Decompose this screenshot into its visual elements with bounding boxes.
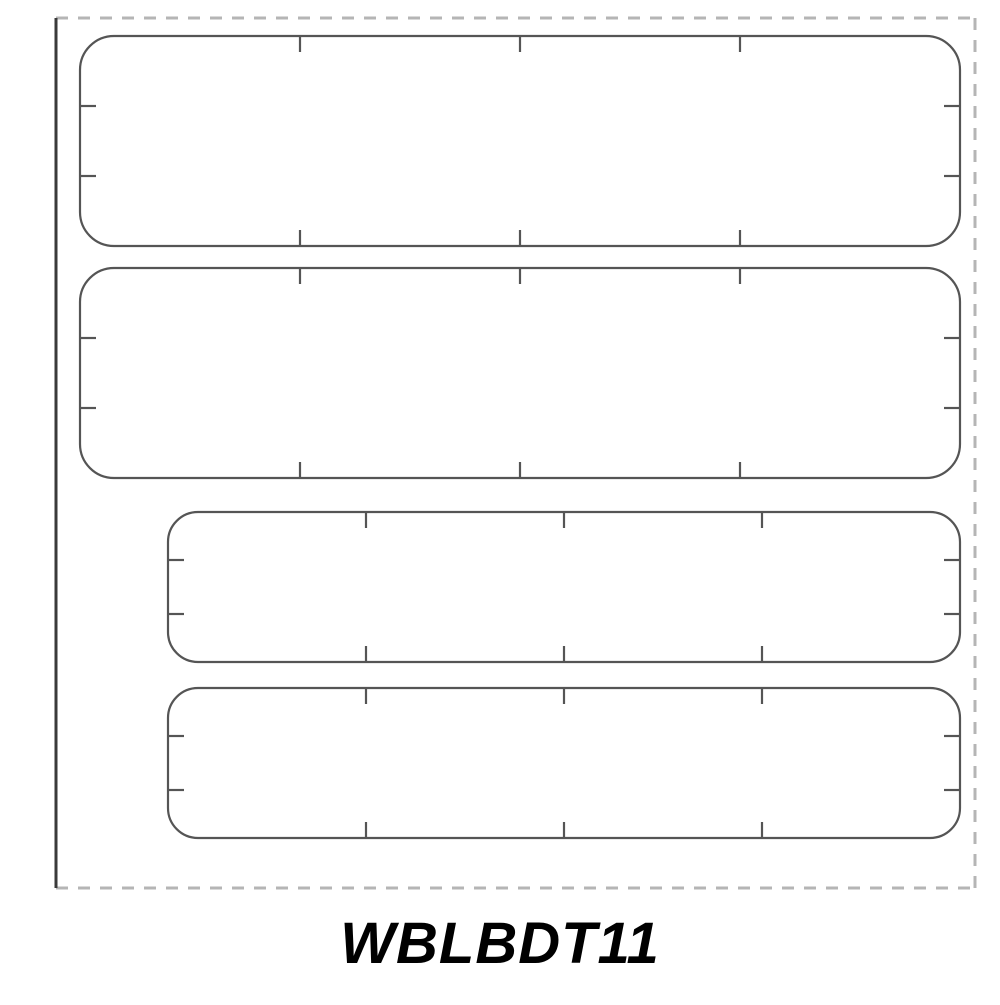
label-row-1 [80, 36, 960, 246]
diagram-canvas: WBLBDT11 [0, 0, 1000, 1000]
diagram-caption: WBLBDT11 [0, 910, 1000, 977]
label-sheet-svg [0, 0, 1000, 1000]
label-row-2 [80, 268, 960, 478]
label-row-4 [168, 688, 960, 838]
label-row-3 [168, 512, 960, 662]
